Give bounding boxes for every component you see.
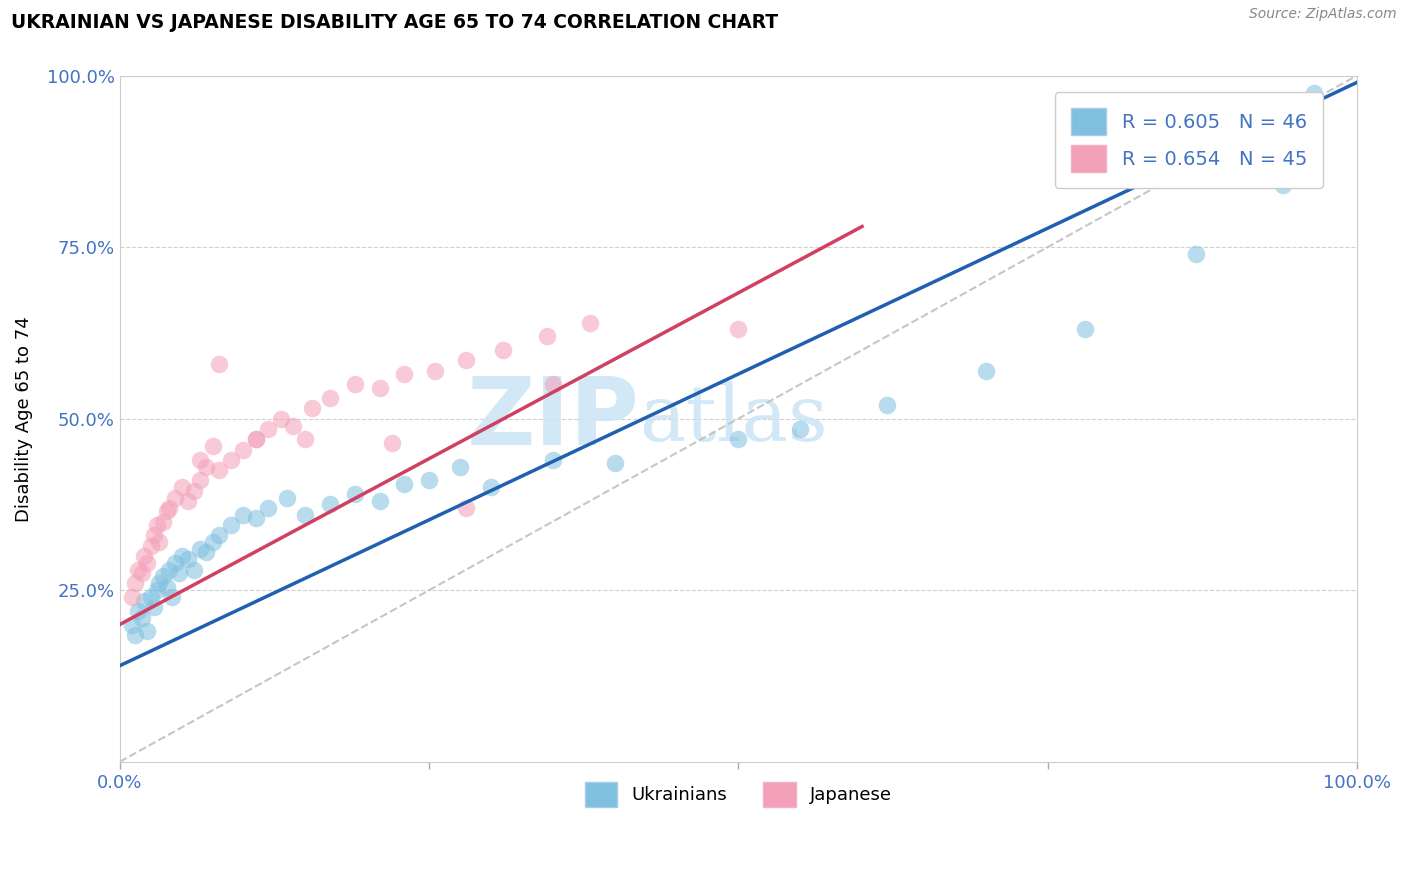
Point — [536, 329, 558, 343]
Point — [1185, 247, 1208, 261]
Point — [177, 494, 200, 508]
Point — [146, 583, 169, 598]
Point — [124, 576, 146, 591]
Text: UKRAINIAN VS JAPANESE DISABILITY AGE 65 TO 74 CORRELATION CHART: UKRAINIAN VS JAPANESE DISABILITY AGE 65 … — [11, 13, 779, 32]
Point — [143, 600, 166, 615]
Point — [219, 518, 242, 533]
Point — [541, 377, 564, 392]
Point — [603, 456, 626, 470]
Point — [727, 432, 749, 446]
Point — [1271, 178, 1294, 193]
Point — [276, 491, 298, 505]
Text: Source: ZipAtlas.com: Source: ZipAtlas.com — [1249, 7, 1396, 21]
Point — [170, 480, 193, 494]
Point — [492, 343, 515, 357]
Text: atlas: atlas — [640, 381, 828, 457]
Point — [425, 363, 447, 377]
Point — [148, 576, 170, 591]
Point — [394, 367, 416, 381]
Point — [1074, 322, 1097, 336]
Point — [148, 535, 170, 549]
Point — [143, 528, 166, 542]
Point — [368, 494, 391, 508]
Point — [245, 432, 267, 446]
Point — [208, 463, 231, 477]
Point — [319, 498, 342, 512]
Legend: Ukrainians, Japanese: Ukrainians, Japanese — [578, 774, 900, 814]
Point — [156, 580, 179, 594]
Point — [157, 500, 180, 515]
Point — [136, 556, 159, 570]
Point — [208, 357, 231, 371]
Point — [294, 508, 316, 522]
Y-axis label: Disability Age 65 to 74: Disability Age 65 to 74 — [15, 316, 32, 522]
Point — [208, 528, 231, 542]
Point — [579, 316, 602, 330]
Point — [127, 604, 149, 618]
Point — [124, 628, 146, 642]
Point — [541, 452, 564, 467]
Point — [146, 518, 169, 533]
Point — [245, 432, 267, 446]
Point — [343, 487, 366, 501]
Point — [456, 500, 478, 515]
Point — [343, 377, 366, 392]
Point — [152, 515, 174, 529]
Point — [183, 563, 205, 577]
Text: ZIP: ZIP — [467, 373, 640, 465]
Point — [381, 435, 404, 450]
Point — [139, 590, 162, 604]
Point — [257, 422, 280, 436]
Point — [294, 432, 316, 446]
Point — [270, 411, 292, 425]
Point — [974, 363, 997, 377]
Point — [201, 535, 224, 549]
Point — [152, 569, 174, 583]
Point — [188, 542, 211, 557]
Point — [1302, 86, 1324, 100]
Point — [449, 459, 471, 474]
Point — [170, 549, 193, 563]
Point — [195, 545, 218, 559]
Point — [167, 566, 190, 580]
Point — [157, 563, 180, 577]
Point — [134, 549, 156, 563]
Point — [281, 418, 304, 433]
Point — [319, 391, 342, 405]
Point — [201, 439, 224, 453]
Point — [134, 593, 156, 607]
Point — [177, 552, 200, 566]
Point — [156, 504, 179, 518]
Point — [257, 500, 280, 515]
Point — [219, 452, 242, 467]
Point — [195, 459, 218, 474]
Point — [165, 556, 187, 570]
Point — [789, 422, 811, 436]
Point — [232, 508, 254, 522]
Point — [165, 491, 187, 505]
Point — [876, 398, 898, 412]
Point — [418, 474, 440, 488]
Point — [232, 442, 254, 457]
Point — [245, 511, 267, 525]
Point — [121, 617, 143, 632]
Point — [727, 322, 749, 336]
Point — [127, 563, 149, 577]
Point — [188, 452, 211, 467]
Point — [136, 624, 159, 639]
Point — [301, 401, 323, 416]
Point — [160, 590, 183, 604]
Point — [456, 353, 478, 368]
Point — [368, 381, 391, 395]
Point — [139, 539, 162, 553]
Point — [188, 474, 211, 488]
Point — [479, 480, 502, 494]
Point — [131, 566, 153, 580]
Point — [394, 476, 416, 491]
Point — [121, 590, 143, 604]
Point — [183, 483, 205, 498]
Point — [131, 610, 153, 624]
